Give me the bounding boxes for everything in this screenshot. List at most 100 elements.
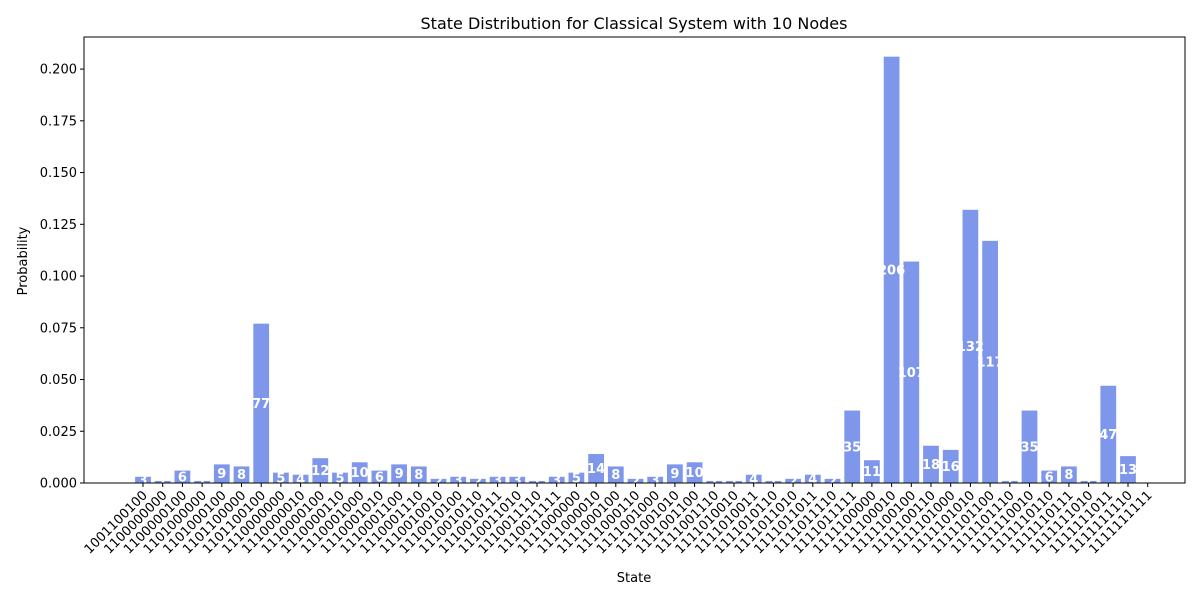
bar <box>647 476 664 483</box>
bar <box>548 476 565 483</box>
bar <box>962 209 979 483</box>
bar-label: 4 <box>296 472 305 487</box>
bar <box>312 458 329 483</box>
bar-label: 5 <box>335 471 344 486</box>
bar <box>844 410 861 483</box>
bar-label: 107 <box>898 366 925 381</box>
bar <box>1021 410 1038 483</box>
bar <box>824 478 841 483</box>
bar <box>864 460 880 483</box>
bar-label: 3 <box>138 473 147 488</box>
bar-label: 8 <box>611 468 620 483</box>
bar <box>903 261 920 483</box>
y-tick-label: 0.150 <box>40 166 77 181</box>
bar <box>371 470 388 483</box>
bar <box>883 56 900 483</box>
y-tick-label: 0.025 <box>40 425 77 440</box>
bar-label: 8 <box>414 468 423 483</box>
bar-label: 9 <box>217 467 226 482</box>
bar <box>233 466 250 483</box>
bar <box>785 478 801 483</box>
y-tick-label: 0.000 <box>40 477 77 492</box>
bar <box>450 476 467 483</box>
y-axis-label: Probability <box>16 226 31 295</box>
bar-label: 4 <box>808 472 817 487</box>
bar-label: 14 <box>587 462 605 477</box>
bar <box>430 478 447 483</box>
bar-label: 6 <box>1045 470 1054 485</box>
bar <box>1080 480 1097 483</box>
bar-label: 18 <box>922 458 940 473</box>
bar-label: 35 <box>1020 440 1038 455</box>
bar-label: 47 <box>1099 428 1117 443</box>
bar-label: 2 <box>473 474 482 489</box>
bar <box>804 474 821 483</box>
bar-label: 3 <box>513 473 522 488</box>
y-tick-label: 0.075 <box>40 321 77 336</box>
bar <box>194 480 210 483</box>
bar <box>489 476 506 483</box>
bar-label: 8 <box>1064 468 1073 483</box>
bar <box>1100 385 1117 483</box>
bar <box>391 464 407 483</box>
bar <box>765 480 782 483</box>
x-axis-label: State <box>617 571 651 586</box>
bar-label: 6 <box>375 470 384 485</box>
bar-label: 132 <box>957 340 984 355</box>
bar <box>1120 456 1136 483</box>
bar <box>470 478 486 483</box>
bar <box>568 472 585 483</box>
bar-label: 16 <box>942 460 960 475</box>
bar <box>154 480 171 483</box>
bar-label: 2 <box>828 474 837 489</box>
bar <box>332 472 348 483</box>
bar <box>627 478 644 483</box>
bar-label: 117 <box>977 355 1004 370</box>
bar <box>942 449 959 483</box>
bar-label: 4 <box>749 472 758 487</box>
bar-label: 3 <box>651 473 660 488</box>
bar <box>686 462 703 483</box>
bar <box>135 476 151 483</box>
bar <box>174 470 191 483</box>
bar <box>529 480 545 483</box>
bar-label: 77 <box>252 397 270 412</box>
bar-label: 9 <box>670 467 679 482</box>
bar-label: 8 <box>237 468 246 483</box>
bar <box>213 464 230 483</box>
y-tick-label: 0.050 <box>40 373 77 388</box>
y-tick-label: 0.175 <box>40 114 77 129</box>
bar <box>1041 470 1058 483</box>
bar-label: 2 <box>789 474 798 489</box>
plot-frame <box>83 36 1186 484</box>
bar-label: 5 <box>276 471 285 486</box>
bar-label: 2 <box>631 474 640 489</box>
bar-label: 10 <box>686 466 704 481</box>
bar <box>410 466 427 483</box>
bar <box>607 466 624 483</box>
bar-label: 206 <box>878 263 905 278</box>
bar <box>923 445 939 483</box>
y-tick-label: 0.125 <box>40 218 77 233</box>
bar-label: 2 <box>434 474 443 489</box>
bar <box>1061 466 1077 483</box>
bar <box>509 476 526 483</box>
bar-label: 3 <box>454 473 463 488</box>
bar <box>292 474 309 483</box>
bar-label: 5 <box>572 471 581 486</box>
chart-title: State Distribution for Classical System … <box>421 14 848 33</box>
bar <box>273 472 289 483</box>
bar-label: 11 <box>863 465 881 480</box>
y-tick-label: 0.200 <box>40 63 77 78</box>
bar-label: 13 <box>1119 463 1137 478</box>
bar <box>351 462 368 483</box>
bar-label: 6 <box>178 470 187 485</box>
bar <box>745 474 762 483</box>
bar-label: 12 <box>311 464 329 479</box>
bar <box>667 464 683 483</box>
bar-label: 35 <box>843 440 861 455</box>
bar <box>706 480 723 483</box>
